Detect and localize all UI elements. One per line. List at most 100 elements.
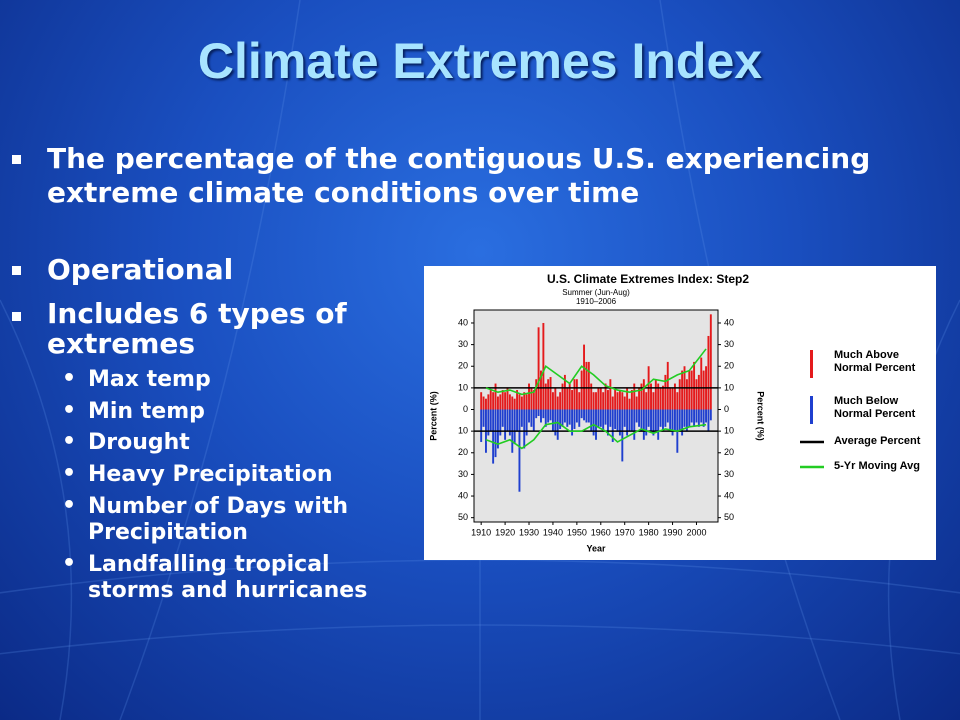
bar (513, 398, 516, 410)
bar (547, 379, 550, 410)
x-axis-label: Year (586, 543, 606, 553)
bar (549, 377, 552, 410)
chart-title: U.S. Climate Extremes Index: Step2 (547, 272, 749, 286)
bar (638, 409, 641, 427)
bar (535, 409, 538, 419)
bar (542, 409, 545, 419)
sub-bullet: Drought (88, 430, 190, 455)
y-tick-label: 20 (458, 361, 468, 371)
bar (705, 409, 707, 423)
y-tick-label: 30 (458, 469, 468, 479)
bar (597, 387, 600, 410)
bar (621, 392, 624, 410)
bar (623, 396, 626, 410)
bar (707, 335, 710, 410)
bar (688, 370, 691, 410)
bar (544, 409, 547, 427)
sub-bullet-marker: • (62, 551, 77, 576)
bar (590, 409, 593, 432)
bar (688, 409, 691, 427)
bar (673, 383, 676, 410)
bar (697, 409, 700, 427)
bar (489, 409, 492, 432)
bar (635, 396, 638, 410)
x-tick-label: 1910 (471, 527, 491, 537)
bar (678, 379, 681, 410)
bar (657, 409, 660, 440)
y2-tick-label: 30 (724, 339, 734, 349)
bullet-marker (12, 155, 21, 164)
chart-period: 1910–2006 (576, 297, 617, 306)
y2-axis-label: Percent (%) (756, 391, 766, 441)
bar (537, 327, 540, 410)
bar (666, 361, 669, 410)
bullet: Includes 6 types of extremes (47, 297, 347, 360)
bar (568, 383, 571, 410)
bar (540, 409, 542, 423)
bar (520, 396, 523, 410)
bar (528, 409, 530, 423)
bar (659, 387, 662, 410)
bar (551, 409, 554, 432)
bar (566, 387, 569, 410)
sub-bullet: Number of Days with Precipitation (88, 494, 349, 545)
y-axis-label: Percent (%) (428, 391, 438, 441)
bar (592, 392, 595, 410)
bar (585, 409, 588, 423)
bar (645, 392, 648, 410)
bar (485, 398, 487, 410)
bar (664, 374, 667, 410)
bar (599, 387, 602, 410)
bar (580, 370, 583, 410)
bar (571, 390, 574, 410)
sub-bullet-marker: • (62, 366, 77, 391)
bar (678, 409, 681, 432)
bar (635, 409, 638, 423)
bar (587, 361, 590, 410)
bar (571, 409, 574, 436)
bar (532, 409, 535, 432)
bar (681, 409, 684, 436)
bar (707, 409, 710, 432)
bar (628, 409, 631, 432)
bar (573, 379, 576, 410)
bar (487, 394, 490, 410)
bar (611, 396, 614, 410)
bar (700, 357, 703, 410)
bar (595, 392, 597, 410)
bar (664, 409, 667, 427)
bar (623, 409, 626, 427)
legend-label: Much Above Normal Percent (834, 349, 916, 374)
bar (628, 398, 631, 410)
bar (480, 392, 483, 410)
bar (638, 387, 641, 410)
bar (583, 344, 585, 410)
x-tick-label: 1980 (639, 527, 659, 537)
bar (590, 383, 593, 410)
bar (530, 409, 533, 427)
bar (609, 379, 612, 410)
bar (614, 409, 617, 429)
bullet: Operational (47, 253, 234, 286)
bar (489, 390, 492, 410)
bar (669, 387, 672, 410)
bar (616, 392, 619, 410)
bar (626, 387, 629, 410)
bar (611, 409, 614, 442)
bar (683, 409, 686, 427)
bar (575, 379, 578, 410)
x-tick-label: 1970 (615, 527, 635, 537)
legend-label: 5-Yr Moving Avg (834, 460, 920, 472)
bullet-marker (12, 312, 21, 321)
y-tick-label: 0 (463, 404, 468, 414)
bar (547, 409, 550, 423)
bar (673, 409, 676, 432)
bar (662, 409, 664, 432)
x-tick-label: 1960 (591, 527, 611, 537)
bar (626, 409, 629, 436)
bar (559, 409, 562, 429)
bar (578, 409, 581, 427)
bar (585, 361, 588, 410)
bar (630, 390, 633, 410)
y2-tick-label: 50 (724, 512, 734, 522)
